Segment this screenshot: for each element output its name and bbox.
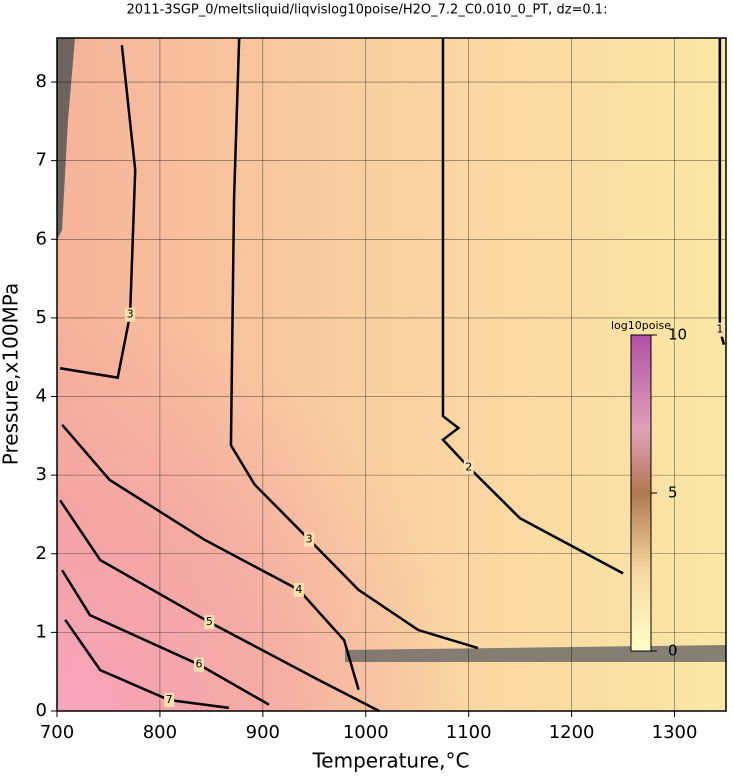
plot-shade bbox=[57, 38, 726, 711]
contour-label: 6 bbox=[196, 658, 203, 671]
y-tick-label: 2 bbox=[36, 543, 47, 564]
x-tick-label: 1200 bbox=[549, 722, 595, 743]
contour-label: 2 bbox=[465, 460, 472, 473]
y-tick-label: 6 bbox=[36, 228, 47, 249]
contour-line bbox=[64, 619, 230, 710]
contour-label: 7 bbox=[166, 693, 173, 706]
contour-label-bg bbox=[714, 322, 725, 337]
colorbar bbox=[630, 334, 652, 652]
y-tick-label: 3 bbox=[36, 464, 47, 485]
contour-label: 3 bbox=[306, 533, 313, 546]
x-axis-label: Temperature,°C bbox=[311, 749, 469, 773]
x-tick-label: 900 bbox=[246, 722, 280, 743]
dark-region bbox=[57, 38, 75, 240]
contour-label-bg bbox=[304, 532, 315, 547]
contour-label: 5 bbox=[206, 615, 213, 628]
contour-label: 4 bbox=[295, 583, 302, 596]
y-tick-label: 4 bbox=[36, 386, 47, 407]
colorbar-label: log10poise bbox=[611, 319, 671, 332]
x-tick-label: 800 bbox=[143, 722, 177, 743]
y-tick-label: 0 bbox=[36, 700, 47, 721]
contour-label-bg bbox=[204, 615, 215, 630]
y-tick-label: 1 bbox=[36, 621, 47, 642]
x-tick-label: 1300 bbox=[652, 722, 698, 743]
contour-line bbox=[61, 569, 270, 706]
contour-label: 1 bbox=[716, 323, 723, 336]
y-tick-label: 8 bbox=[36, 71, 47, 92]
contour-label-bg bbox=[164, 692, 175, 707]
contour-line bbox=[229, 37, 479, 650]
contour-label-bg bbox=[293, 582, 304, 597]
contour-label-bg bbox=[194, 657, 205, 672]
contour-line bbox=[441, 38, 624, 575]
plot-frame bbox=[56, 37, 727, 712]
x-tick-label: 700 bbox=[40, 722, 74, 743]
y-tick-label: 5 bbox=[36, 307, 47, 328]
chart-title: 2011-3SGP_0/meltsliquid/liqvislog10poise… bbox=[127, 3, 608, 18]
contour-label: 3 bbox=[127, 308, 134, 321]
colorbar-tick-label: 0 bbox=[668, 642, 678, 660]
contour-label-bg bbox=[125, 307, 136, 322]
contour-line bbox=[61, 424, 360, 691]
contour-label-bg bbox=[463, 460, 474, 475]
y-tick-label: 7 bbox=[36, 150, 47, 171]
y-axis-label: Pressure,x100MPa bbox=[0, 283, 23, 465]
colorbar-tick-label: 5 bbox=[668, 484, 678, 502]
colorbar-tick-label: 10 bbox=[668, 326, 687, 344]
x-tick-label: 1000 bbox=[343, 722, 389, 743]
x-tick-label: 1100 bbox=[446, 722, 492, 743]
